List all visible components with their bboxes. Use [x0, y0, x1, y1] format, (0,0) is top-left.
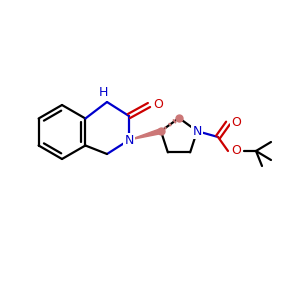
Text: O: O — [153, 98, 163, 110]
Polygon shape — [129, 129, 162, 140]
Text: O: O — [231, 145, 241, 158]
Text: H: H — [98, 86, 108, 100]
Text: N: N — [192, 124, 202, 138]
Text: N: N — [124, 134, 134, 146]
Text: O: O — [231, 116, 241, 128]
